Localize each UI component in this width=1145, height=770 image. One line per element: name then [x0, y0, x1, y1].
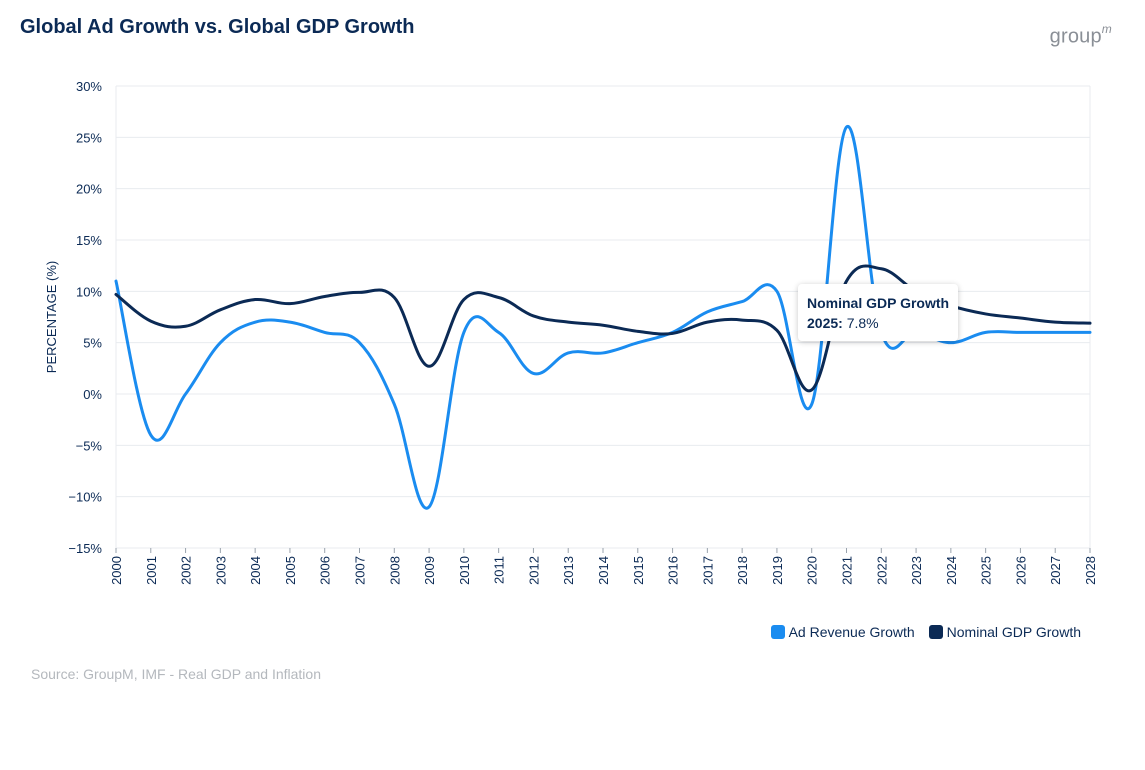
x-tick-label: 2016 — [666, 556, 681, 585]
y-tick-label: 5% — [83, 336, 102, 351]
legend-swatch-gdp — [928, 625, 943, 639]
x-tick-label: 2027 — [1048, 556, 1063, 585]
x-tick-label: 2026 — [1013, 556, 1028, 585]
x-tick-label: 2012 — [526, 556, 541, 585]
legend-swatch-ad — [770, 625, 785, 639]
x-tick-label: 2010 — [457, 556, 472, 585]
y-tick-label: −10% — [68, 490, 102, 505]
logo-superscript: m — [1101, 22, 1112, 36]
tooltip-series: Nominal GDP Growth — [807, 295, 950, 311]
y-tick-label: 15% — [76, 233, 102, 248]
x-tick-label: 2014 — [596, 556, 611, 585]
x-tick-label: 2017 — [700, 556, 715, 585]
x-tick-label: 2005 — [283, 556, 298, 585]
x-tick-label: 2013 — [561, 556, 576, 585]
x-tick-label: 2007 — [353, 556, 368, 585]
y-tick-label: 0% — [83, 387, 102, 402]
x-tick-label: 2020 — [805, 556, 820, 585]
x-tick-label: 2025 — [979, 556, 994, 585]
source-note: Source: GroupM, IMF - Real GDP and Infla… — [31, 666, 321, 682]
x-tick-label: 2001 — [144, 556, 159, 585]
x-tick-label: 2008 — [387, 556, 402, 585]
x-tick-label: 2024 — [944, 556, 959, 585]
x-tick-label: 2003 — [213, 556, 228, 585]
x-tick-label: 2002 — [179, 556, 194, 585]
y-tick-label: 20% — [76, 182, 102, 197]
legend-item-gdp[interactable]: Nominal GDP Growth — [928, 624, 1081, 640]
tooltip: Nominal GDP Growth 2025: 7.8% — [798, 284, 959, 341]
y-tick-label: −5% — [76, 438, 103, 453]
x-tick-label: 2004 — [248, 556, 263, 585]
x-tick-label: 2000 — [109, 556, 124, 585]
grid-lines — [115, 85, 1091, 553]
x-tick-label: 2015 — [631, 556, 646, 585]
y-axis-label: PERCENTAGE (%) — [44, 261, 59, 373]
legend: Ad Revenue Growth Nominal GDP Growth — [770, 624, 1081, 640]
legend-label-gdp: Nominal GDP Growth — [946, 624, 1081, 640]
tooltip-year: 2025: — [807, 315, 843, 331]
y-tick-label: −15% — [68, 541, 102, 556]
chart-title: Global Ad Growth vs. Global GDP Growth — [20, 16, 415, 38]
y-tick-label: 30% — [76, 79, 102, 94]
line-chart: 30%25%20%15%10%5%0%−5%−10%−15% 2000 2001 2… — [44, 79, 1098, 585]
logo-text: group — [1049, 25, 1102, 48]
x-tick-label: 2028 — [1083, 556, 1098, 585]
legend-label-ad: Ad Revenue Growth — [788, 624, 915, 640]
y-tick-label: 10% — [76, 284, 102, 299]
x-tick-label: 2019 — [770, 556, 785, 585]
y-tick-label: 25% — [76, 130, 102, 145]
x-tick-label: 2009 — [422, 556, 437, 585]
x-tick-label: 2018 — [735, 556, 750, 585]
legend-item-ad-revenue[interactable]: Ad Revenue Growth — [770, 624, 915, 640]
y-tick-labels: 30% 25% 20% 15% 10% 5% 0% −5% −10% −15% — [68, 79, 102, 556]
x-tick-label: 2006 — [318, 556, 333, 585]
groupm-logo: groupm — [1049, 22, 1112, 49]
x-tick-labels: 2000 2001 2002 2003 2004 2005 2006 2007 2008 2009… — [109, 556, 1098, 585]
x-tick-label: 2023 — [909, 556, 924, 585]
x-tick-label: 2021 — [840, 556, 855, 585]
x-tick-label: 2022 — [874, 556, 889, 585]
x-tick-label: 2011 — [492, 556, 507, 584]
tooltip-value: 7.8% — [846, 315, 879, 331]
